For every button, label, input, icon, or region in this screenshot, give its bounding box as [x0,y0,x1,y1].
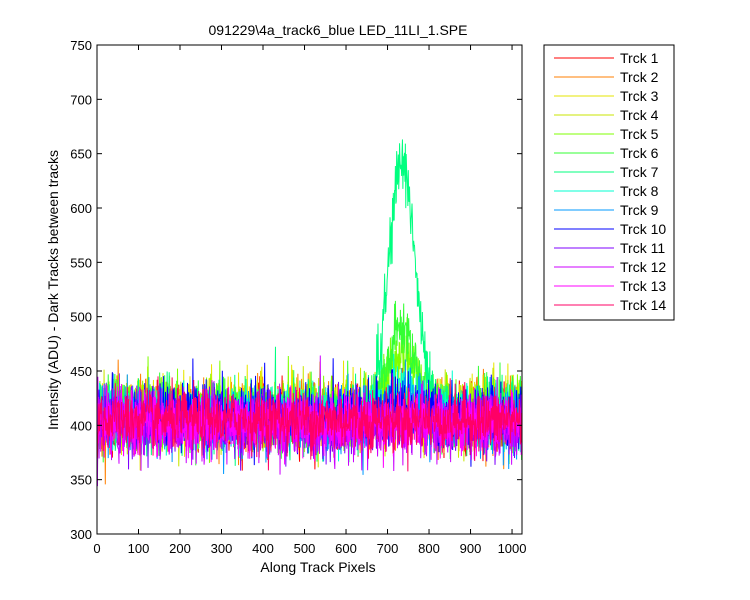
y-tick-label: 650 [70,147,92,162]
legend-label: Trck 2 [620,69,659,85]
legend-label: Trck 12 [620,259,666,275]
y-tick-label: 350 [70,473,92,488]
x-tick-label: 800 [418,541,440,556]
legend-label: Trck 8 [620,183,659,199]
y-tick-label: 450 [70,364,92,379]
x-tick-label: 200 [169,541,191,556]
plot-lines [96,139,523,487]
y-axis-label: Intensity (ADU) - Dark Tracks between tr… [45,150,61,430]
legend-label: Trck 6 [620,145,659,161]
y-tick-label: 500 [70,310,92,325]
x-tick-label: 600 [335,541,357,556]
legend-label: Trck 7 [620,164,659,180]
legend-label: Trck 4 [620,107,659,123]
legend-label: Trck 14 [620,297,666,313]
legend-label: Trck 13 [620,278,666,294]
y-tick-label: 700 [70,92,92,107]
legend: Trck 1 Trck 2 Trck 3 Trck 4 Trck 5 Trck 6 Trck… [543,44,675,321]
legend-label: Trck 9 [620,202,659,218]
plot-frame [96,44,523,535]
legend-box [543,44,675,321]
x-tick-label: 500 [294,541,316,556]
x-tick-label: 1000 [498,541,527,556]
y-tick-label: 300 [70,527,92,542]
y-tick-label: 600 [70,201,92,216]
legend-label: Trck 11 [620,240,665,256]
chart-title: 091229\4a_track6_blue LED_11LI_1.SPE [209,22,468,38]
x-axis-label: Along Track Pixels [260,559,375,575]
x-tick-label: 300 [211,541,233,556]
x-tick-label: 0 [93,541,100,556]
x-tick-label: 700 [377,541,399,556]
series-line-trck-14 [96,376,523,472]
y-axis: 300 350 400 450 500 550 600 650 700 750 [70,38,522,542]
y-tick-label: 550 [70,255,92,270]
legend-label: Trck 10 [620,221,666,237]
x-tick-label: 400 [252,541,274,556]
legend-label: Trck 1 [620,50,659,66]
legend-label: Trck 5 [620,126,659,142]
x-tick-label: 100 [128,541,150,556]
legend-label: Trck 3 [620,88,659,104]
x-tick-label: 900 [460,541,482,556]
y-tick-label: 400 [70,418,92,433]
x-axis: 0 100 200 300 400 500 600 700 800 900 1000 [93,45,527,556]
y-tick-label: 750 [70,38,92,53]
